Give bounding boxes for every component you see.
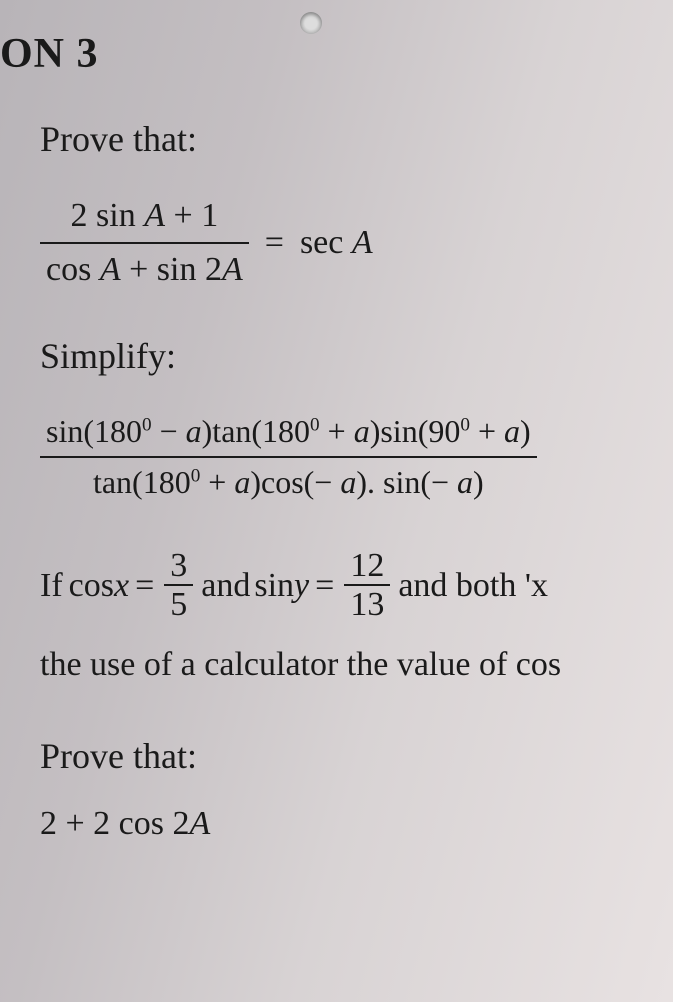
text: If <box>40 555 63 616</box>
equation-3-partial: 2 + 2 cos 2A <box>40 807 653 837</box>
equation-1: 2 sin A + 1 cos A + sin 2A = sec A <box>40 190 653 295</box>
numerator: 2 sin A + 1 <box>65 190 225 242</box>
frac-12-13: 12 13 <box>344 547 390 624</box>
equals: = <box>135 555 154 616</box>
num: 12 <box>344 547 390 584</box>
hole-punch <box>300 12 322 34</box>
frac-3-5: 3 5 <box>164 547 193 624</box>
tail-text: and both 'x <box>398 555 548 616</box>
fraction-1: 2 sin A + 1 cos A + sin 2A <box>40 190 249 295</box>
var-y: y <box>294 555 309 616</box>
den: 5 <box>164 586 193 623</box>
sin-text: sin <box>254 555 294 616</box>
num: 3 <box>164 547 193 584</box>
equals-sign: = <box>265 224 284 262</box>
simplify-label: Simplify: <box>40 335 653 377</box>
prove-label: Prove that: <box>40 118 653 160</box>
numerator-2: sin(1800 − a)tan(1800 + a)sin(900 + a) <box>40 407 537 456</box>
and-text: and <box>201 555 250 616</box>
question-3-line1: If cos x = 3 5 and sin y = 12 13 and bot… <box>40 547 653 624</box>
prove-label-2: Prove that: <box>40 735 653 777</box>
page-content: ON 3 Prove that: 2 sin A + 1 cos A + sin… <box>0 0 673 837</box>
section-heading: ON 3 <box>0 30 653 78</box>
denominator: cos A + sin 2A <box>40 244 249 296</box>
equation-2: sin(1800 − a)tan(1800 + a)sin(900 + a) t… <box>40 407 653 507</box>
var-x: x <box>114 555 129 616</box>
fraction-2: sin(1800 − a)tan(1800 + a)sin(900 + a) t… <box>40 407 537 507</box>
den: 13 <box>344 586 390 623</box>
question-3-line2: the use of a calculator the value of cos <box>40 634 653 695</box>
equals-2: = <box>315 555 334 616</box>
denominator-2: tan(1800 + a)cos(− a). sin(− a) <box>87 458 490 507</box>
sqrt-partial: 2 + 2 cos 2A <box>40 807 210 837</box>
rhs: sec A <box>300 224 373 262</box>
cos-text: cos <box>69 555 114 616</box>
